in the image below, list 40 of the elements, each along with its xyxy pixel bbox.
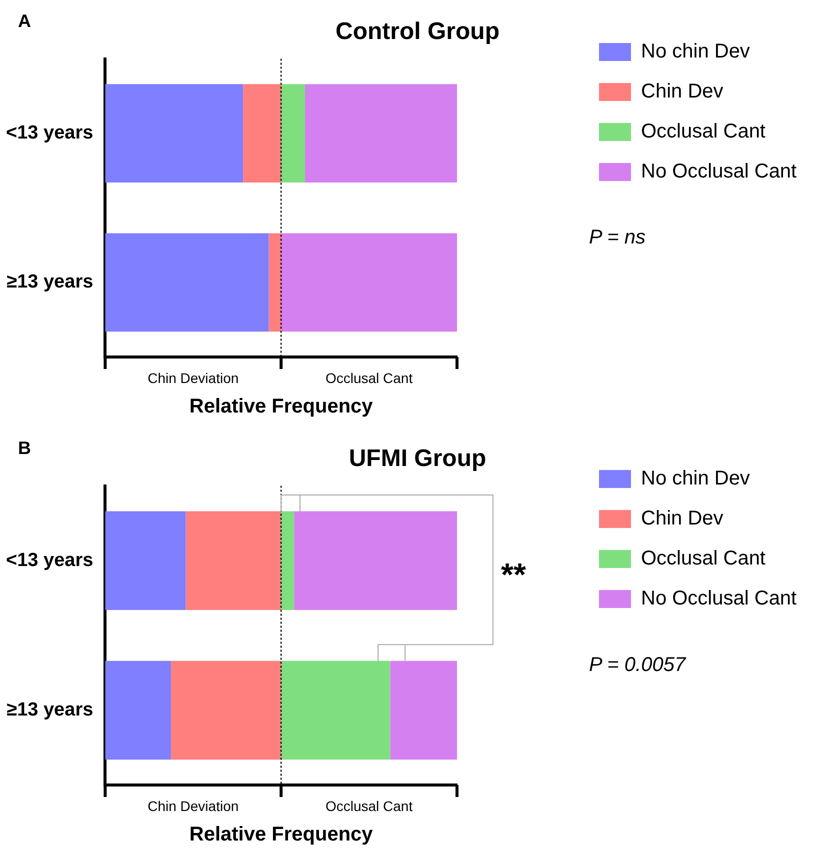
legend-label: Occlusal Cant bbox=[641, 120, 766, 143]
y-tick-label: ≥13 years bbox=[6, 272, 94, 293]
y-tick-label: <13 years bbox=[6, 122, 94, 144]
bar bbox=[281, 233, 457, 332]
legend-label: Occlusal Cant bbox=[641, 548, 766, 570]
bar bbox=[305, 84, 457, 183]
text: B bbox=[18, 438, 31, 458]
y-tick-label: ≥13 years bbox=[6, 699, 94, 720]
bar bbox=[170, 660, 282, 760]
bar bbox=[186, 511, 282, 610]
bar bbox=[105, 84, 244, 183]
bar bbox=[281, 84, 306, 183]
bar bbox=[105, 233, 269, 332]
chart-title: UFMI Group bbox=[348, 445, 486, 472]
chart-title: Control Group bbox=[336, 18, 500, 46]
bar bbox=[243, 84, 282, 183]
legend-label: Chin Dev bbox=[641, 508, 724, 530]
text: P = 0.0057 bbox=[589, 654, 686, 676]
text: Chin Deviation bbox=[148, 798, 239, 814]
bar bbox=[294, 511, 457, 610]
y-tick-label: <13 years bbox=[6, 550, 94, 571]
x-axis-title: Relative Frequency bbox=[189, 824, 374, 846]
legend-label: No Occlusal Cant bbox=[641, 160, 798, 183]
legend-label: No chin Dev bbox=[641, 468, 750, 490]
text: A bbox=[18, 10, 31, 31]
bar bbox=[105, 660, 171, 760]
bar bbox=[390, 660, 457, 760]
text: Occlusal Cant bbox=[325, 798, 413, 814]
bar bbox=[268, 233, 282, 332]
text: Chin Deviation bbox=[148, 370, 239, 386]
x-axis-title: Relative Frequency bbox=[189, 396, 374, 418]
legend-label: Chin Dev bbox=[641, 80, 724, 103]
legend-label: No chin Dev bbox=[641, 40, 750, 63]
text: P = ns bbox=[589, 226, 646, 248]
bar bbox=[105, 511, 186, 610]
text: ** bbox=[501, 556, 526, 592]
legend-label: No Occlusal Cant bbox=[641, 588, 798, 610]
text: Occlusal Cant bbox=[325, 370, 413, 386]
bar bbox=[281, 660, 390, 760]
bar bbox=[281, 511, 294, 610]
